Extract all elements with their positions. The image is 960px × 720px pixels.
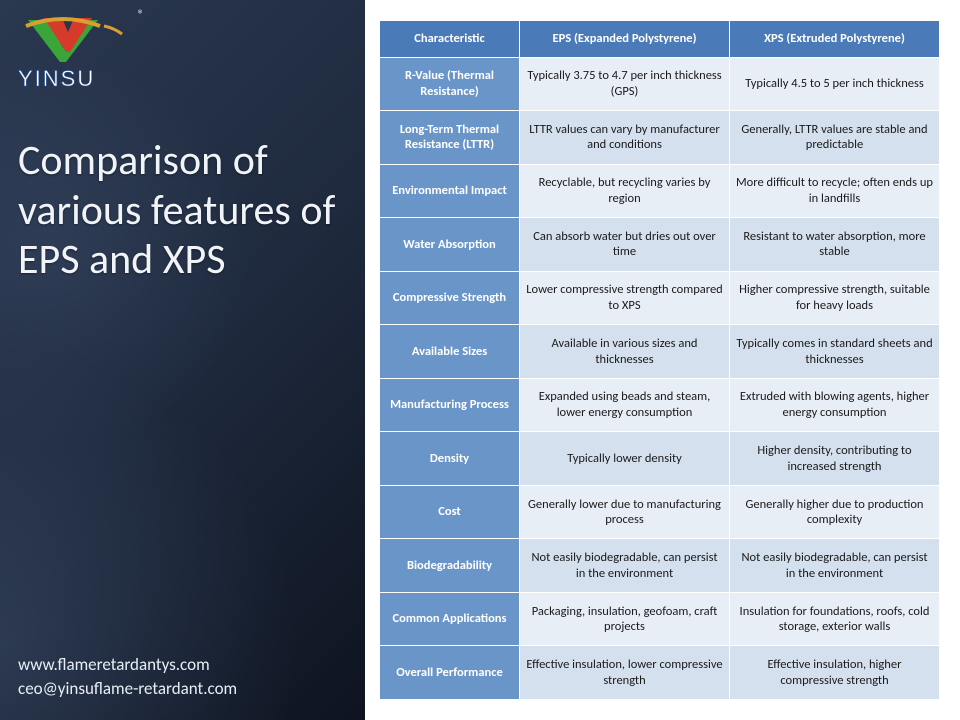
cell-eps: LTTR values can vary by manufacturer and…	[520, 111, 730, 165]
row-label: Environmental Impact	[380, 164, 520, 218]
cell-xps: Not easily biodegradable, can persist in…	[730, 539, 940, 593]
cell-xps: Effective insulation, higher compressive…	[730, 646, 940, 700]
page-title: Comparison of various features of EPS an…	[18, 136, 347, 285]
table-row: Overall PerformanceEffective insulation,…	[380, 646, 940, 700]
comparison-table: Characteristic EPS (Expanded Polystyrene…	[379, 20, 940, 700]
col-xps: XPS (Extruded Polystyrene)	[730, 21, 940, 58]
contact-block: www.flameretardantys.com ceo@yinsuflame-…	[18, 653, 347, 702]
table-row: R-Value (Thermal Resistance)Typically 3.…	[380, 57, 940, 111]
col-characteristic: Characteristic	[380, 21, 520, 58]
cell-eps: Can absorb water but dries out over time	[520, 218, 730, 272]
main-content: YINSU Characteristic EPS (Expanded Polys…	[365, 0, 960, 720]
sidebar-panel: ® YINSU Comparison of various features o…	[0, 0, 365, 720]
row-label: Density	[380, 432, 520, 486]
table-header-row: Characteristic EPS (Expanded Polystyrene…	[380, 21, 940, 58]
cell-xps: Insulation for foundations, roofs, cold …	[730, 592, 940, 646]
table-row: Environmental ImpactRecyclable, but recy…	[380, 164, 940, 218]
table-row: Water AbsorptionCan absorb water but dri…	[380, 218, 940, 272]
row-label: Cost	[380, 485, 520, 539]
logo-mark-icon: ®	[18, 12, 138, 64]
row-label: Water Absorption	[380, 218, 520, 272]
cell-xps: Generally, LTTR values are stable and pr…	[730, 111, 940, 165]
row-label: R-Value (Thermal Resistance)	[380, 57, 520, 111]
cell-eps: Typically 3.75 to 4.7 per inch thickness…	[520, 57, 730, 111]
registered-icon: ®	[138, 8, 144, 22]
cell-eps: Not easily biodegradable, can persist in…	[520, 539, 730, 593]
row-label: Long-Term Thermal Resistance (LTTR)	[380, 111, 520, 165]
website-text: www.flameretardantys.com	[18, 653, 347, 678]
brand-logo: ® YINSU	[18, 12, 347, 92]
row-label: Manufacturing Process	[380, 378, 520, 432]
cell-eps: Recyclable, but recycling varies by regi…	[520, 164, 730, 218]
cell-eps: Typically lower density	[520, 432, 730, 486]
email-text: ceo@yinsuflame-retardant.com	[18, 677, 347, 702]
cell-eps: Effective insulation, lower compressive …	[520, 646, 730, 700]
cell-xps: Extruded with blowing agents, higher ene…	[730, 378, 940, 432]
table-row: DensityTypically lower densityHigher den…	[380, 432, 940, 486]
cell-xps: More difficult to recycle; often ends up…	[730, 164, 940, 218]
table-row: CostGenerally lower due to manufacturing…	[380, 485, 940, 539]
table-row: Compressive StrengthLower compressive st…	[380, 271, 940, 325]
row-label: Compressive Strength	[380, 271, 520, 325]
cell-eps: Generally lower due to manufacturing pro…	[520, 485, 730, 539]
table-row: Common ApplicationsPackaging, insulation…	[380, 592, 940, 646]
cell-xps: Typically comes in standard sheets and t…	[730, 325, 940, 379]
row-label: Overall Performance	[380, 646, 520, 700]
cell-xps: Typically 4.5 to 5 per inch thickness	[730, 57, 940, 111]
cell-eps: Expanded using beads and steam, lower en…	[520, 378, 730, 432]
cell-eps: Available in various sizes and thickness…	[520, 325, 730, 379]
table-row: BiodegradabilityNot easily biodegradable…	[380, 539, 940, 593]
table-row: Manufacturing ProcessExpanded using bead…	[380, 378, 940, 432]
row-label: Biodegradability	[380, 539, 520, 593]
cell-xps: Generally higher due to production compl…	[730, 485, 940, 539]
brand-name: YINSU	[18, 66, 95, 92]
row-label: Available Sizes	[380, 325, 520, 379]
col-eps: EPS (Expanded Polystyrene)	[520, 21, 730, 58]
cell-xps: Higher density, contributing to increase…	[730, 432, 940, 486]
cell-eps: Lower compressive strength compared to X…	[520, 271, 730, 325]
cell-xps: Resistant to water absorption, more stab…	[730, 218, 940, 272]
row-label: Common Applications	[380, 592, 520, 646]
cell-xps: Higher compressive strength, suitable fo…	[730, 271, 940, 325]
cell-eps: Packaging, insulation, geofoam, craft pr…	[520, 592, 730, 646]
table-row: Available SizesAvailable in various size…	[380, 325, 940, 379]
table-row: Long-Term Thermal Resistance (LTTR)LTTR …	[380, 111, 940, 165]
